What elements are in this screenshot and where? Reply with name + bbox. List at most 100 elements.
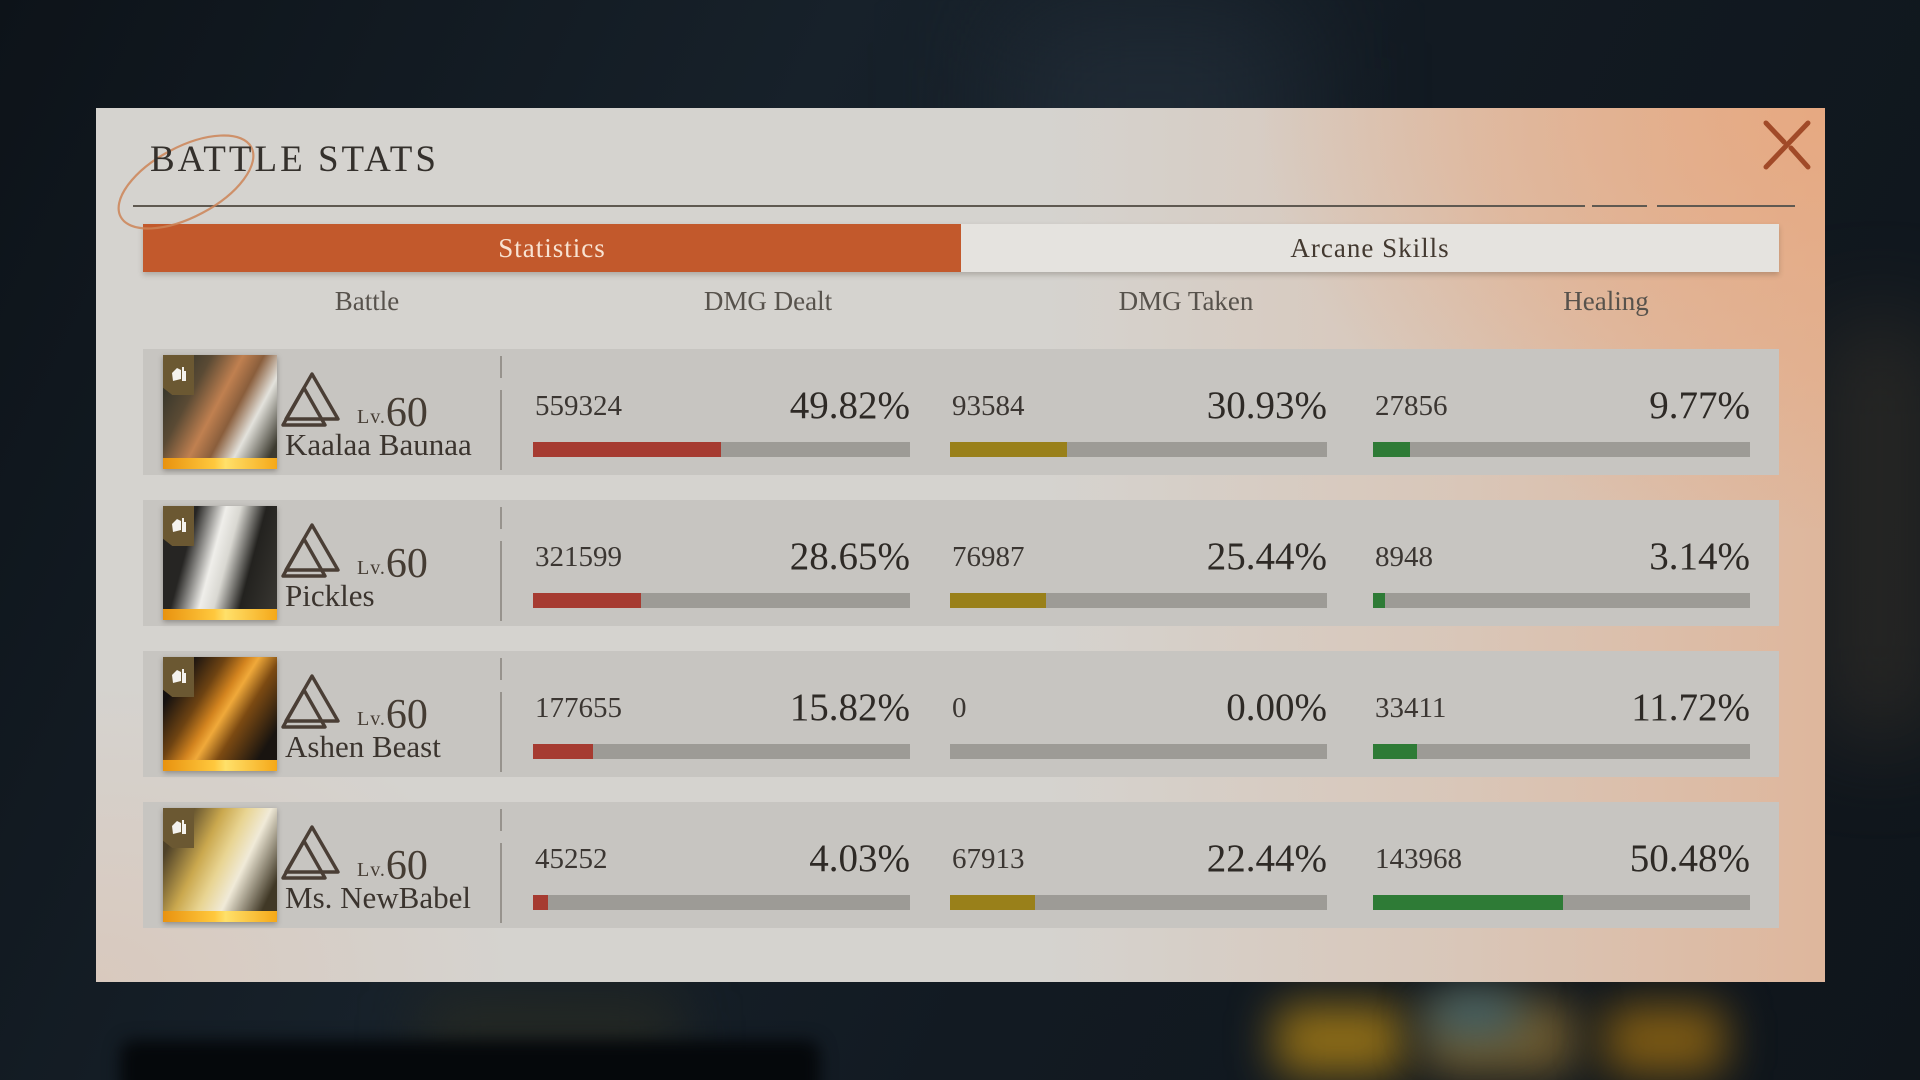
character-level: Lv. 60 xyxy=(281,673,428,739)
row-divider xyxy=(500,692,502,772)
stat-cell-dmg-taken: 67913 22.44% xyxy=(950,802,1327,928)
stat-bar-track xyxy=(950,442,1327,457)
stat-value: 559324 xyxy=(535,390,622,422)
stats-row: Lv. 60 Kaalaa Baunaa 559324 49.82% 93584… xyxy=(143,349,1779,475)
stat-bar-track xyxy=(1373,593,1750,608)
stat-bar-track xyxy=(533,593,910,608)
character-portrait[interactable] xyxy=(163,808,277,922)
character-name: Pickles xyxy=(285,578,375,613)
stat-bar-fill xyxy=(1373,895,1564,910)
level-label: Lv. xyxy=(357,557,386,579)
tab-statistics-label: Statistics xyxy=(498,232,606,263)
stat-percent: 50.48% xyxy=(1629,837,1750,880)
level-value: 60 xyxy=(385,541,428,588)
stat-value: 143968 xyxy=(1375,843,1462,875)
column-header-battle: Battle xyxy=(334,286,400,316)
stats-row: Lv. 60 Ashen Beast 177655 15.82% 0 0.00%… xyxy=(143,651,1779,777)
stat-value: 8948 xyxy=(1375,541,1433,573)
level-label: Lv. xyxy=(357,406,386,428)
stat-bar-track xyxy=(1373,895,1750,910)
rarity-strip xyxy=(163,911,277,922)
character-level: Lv. 60 xyxy=(281,824,428,890)
stats-row: Lv. 60 Ms. NewBabel 45252 4.03% 67913 22… xyxy=(143,802,1779,928)
character-level: Lv. 60 xyxy=(281,522,428,588)
stat-bar-track xyxy=(533,442,910,457)
stat-bar-fill xyxy=(1373,442,1410,457)
stat-bar-fill xyxy=(533,895,549,910)
character-portrait[interactable] xyxy=(163,506,277,620)
stat-cell-dmg-taken: 0 0.00% xyxy=(950,651,1327,777)
title-divider-dash xyxy=(1657,205,1795,207)
afflatus-badge-icon xyxy=(163,506,194,546)
tab-arcane-skills[interactable]: Arcane Skills xyxy=(961,224,1779,272)
stat-cell-healing: 27856 9.77% xyxy=(1373,349,1750,475)
battle-stats-dialog: BATTLE STATS Statistics Arcane Skills Ba… xyxy=(96,108,1825,982)
insight-icon xyxy=(281,371,357,432)
stat-cell-healing: 33411 11.72% xyxy=(1373,651,1750,777)
stat-bar-track xyxy=(950,895,1327,910)
row-divider xyxy=(500,541,502,621)
stat-percent: 3.14% xyxy=(1649,535,1750,578)
stat-percent: 49.82% xyxy=(789,384,910,427)
row-divider xyxy=(500,507,502,529)
stat-percent: 11.72% xyxy=(1631,686,1750,729)
stat-value: 93584 xyxy=(952,390,1025,422)
row-divider xyxy=(500,809,502,831)
insight-icon xyxy=(281,522,357,583)
stat-percent: 28.65% xyxy=(789,535,910,578)
level-label: Lv. xyxy=(357,859,386,881)
rarity-strip xyxy=(163,609,277,620)
rarity-strip xyxy=(163,760,277,771)
character-level: Lv. 60 xyxy=(281,371,428,434)
stat-bar-fill xyxy=(533,442,721,457)
stat-cell-dmg-dealt: 45252 4.03% xyxy=(533,802,910,928)
stat-bar-fill xyxy=(1373,593,1385,608)
row-divider xyxy=(500,658,502,680)
tab-bar: Statistics Arcane Skills xyxy=(143,224,1779,272)
stat-bar-track xyxy=(1373,442,1750,457)
level-value: 60 xyxy=(385,843,428,890)
stat-bar-fill xyxy=(533,744,593,759)
stat-cell-dmg-taken: 93584 30.93% xyxy=(950,349,1327,475)
row-divider xyxy=(500,843,502,923)
row-divider xyxy=(500,356,502,378)
tab-statistics[interactable]: Statistics xyxy=(143,224,961,272)
character-portrait[interactable] xyxy=(163,355,277,469)
stat-value: 321599 xyxy=(535,541,622,573)
insight-icon xyxy=(281,824,357,885)
stat-bar-track xyxy=(533,895,910,910)
stat-cell-healing: 8948 3.14% xyxy=(1373,500,1750,626)
stat-cell-dmg-taken: 76987 25.44% xyxy=(950,500,1327,626)
insight-icon xyxy=(281,673,357,734)
character-name: Ms. NewBabel xyxy=(285,880,471,915)
stat-bar-fill xyxy=(533,593,641,608)
stats-row: Lv. 60 Pickles 321599 28.65% 76987 25.44… xyxy=(143,500,1779,626)
stat-bar-track xyxy=(1373,744,1750,759)
row-divider xyxy=(500,390,502,470)
stat-bar-track xyxy=(950,593,1327,608)
stat-cell-healing: 143968 50.48% xyxy=(1373,802,1750,928)
close-icon[interactable] xyxy=(1755,114,1817,176)
stat-percent: 0.00% xyxy=(1226,686,1327,729)
stat-percent: 4.03% xyxy=(809,837,910,880)
stat-value: 33411 xyxy=(1375,692,1447,724)
stat-bar-fill xyxy=(950,895,1035,910)
stat-cell-dmg-dealt: 177655 15.82% xyxy=(533,651,910,777)
dialog-title: BATTLE STATS xyxy=(150,139,439,180)
character-name: Ashen Beast xyxy=(285,729,441,764)
stat-percent: 22.44% xyxy=(1206,837,1327,880)
stat-bar-track xyxy=(950,744,1327,759)
stat-percent: 30.93% xyxy=(1206,384,1327,427)
stat-value: 45252 xyxy=(535,843,608,875)
character-name: Kaalaa Baunaa xyxy=(285,427,472,462)
column-header-dmg-dealt: DMG Dealt xyxy=(703,286,833,316)
stat-bar-fill xyxy=(950,442,1067,457)
character-portrait[interactable] xyxy=(163,657,277,771)
stats-rows: Lv. 60 Kaalaa Baunaa 559324 49.82% 93584… xyxy=(143,349,1779,953)
stat-bar-fill xyxy=(950,593,1046,608)
level-value: 60 xyxy=(385,692,428,739)
rarity-strip xyxy=(163,458,277,469)
afflatus-badge-icon xyxy=(163,657,194,697)
stat-value: 76987 xyxy=(952,541,1025,573)
stat-percent: 25.44% xyxy=(1206,535,1327,578)
